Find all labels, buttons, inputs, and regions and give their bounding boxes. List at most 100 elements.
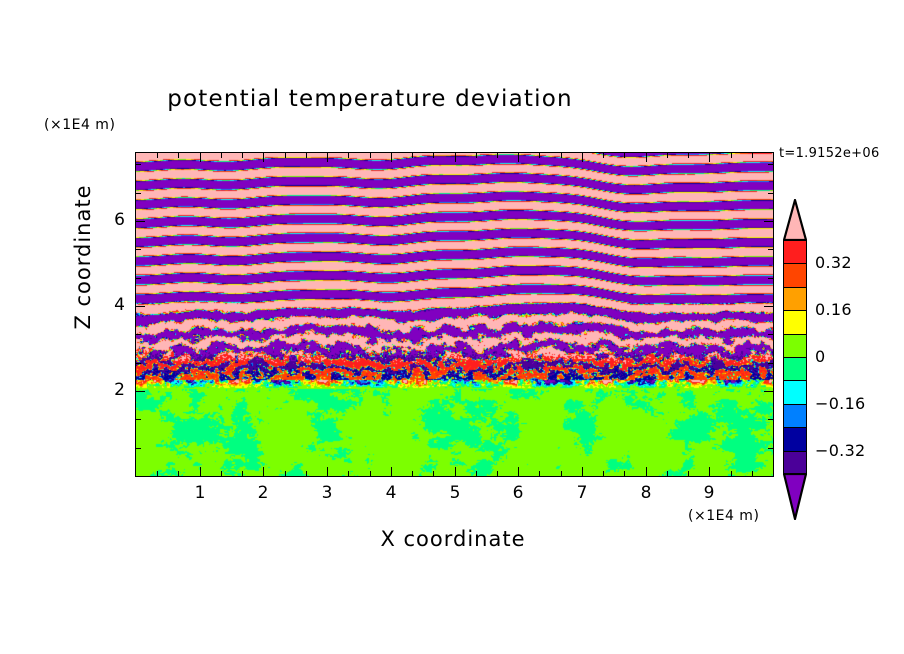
y-tick-major — [136, 221, 145, 222]
x-tick-minor — [433, 471, 434, 476]
x-tick-minor — [242, 471, 243, 476]
x-tick-minor — [178, 471, 179, 476]
y-tick-minor-right — [768, 363, 773, 364]
colorbar-band — [783, 263, 807, 288]
x-tick-minor — [539, 471, 540, 476]
colorbar-band — [783, 380, 807, 405]
x-tick-major — [582, 467, 583, 476]
y-tick-minor — [136, 193, 141, 194]
x-tick-major — [327, 467, 328, 476]
y-tick-major — [136, 391, 145, 392]
y-tick-label: 4 — [114, 295, 125, 315]
x-tick-major-top — [391, 153, 392, 162]
colorbar-tick-label: 0.16 — [815, 300, 852, 320]
colorbar-band — [783, 310, 807, 335]
y-tick-minor-right — [768, 193, 773, 194]
colorbar-band — [783, 427, 807, 452]
x-tick-minor — [603, 471, 604, 476]
x-tick-major-top — [200, 153, 201, 162]
scalar-field-image — [136, 153, 773, 476]
timestamp-annotation: t=1.9152e+06 — [779, 146, 880, 161]
colorbar-tick-label: 0.32 — [815, 253, 852, 273]
x-tick-minor — [476, 471, 477, 476]
x-tick-major — [646, 467, 647, 476]
x-tick-minor-top — [539, 153, 540, 158]
y-tick-minor — [136, 249, 141, 250]
x-tick-minor-top — [433, 153, 434, 158]
y-tick-minor — [136, 278, 141, 279]
x-axis-unit-label: (×1E4 m) — [688, 508, 760, 524]
x-tick-minor-top — [242, 153, 243, 158]
x-tick-minor-top — [731, 153, 732, 158]
x-tick-label: 8 — [640, 483, 652, 503]
z-axis-unit-label: (×1E4 m) — [44, 117, 116, 133]
contour-plot-area — [135, 152, 774, 477]
x-tick-minor — [306, 471, 307, 476]
colorbar-over-arrow — [782, 198, 808, 242]
x-tick-major — [709, 467, 710, 476]
x-tick-minor — [731, 471, 732, 476]
x-tick-minor-top — [178, 153, 179, 158]
colorbar-band — [783, 357, 807, 382]
y-tick-minor — [136, 334, 141, 335]
y-tick-minor-right — [768, 448, 773, 449]
x-tick-major-top — [263, 153, 264, 162]
y-tick-minor — [136, 448, 141, 449]
x-tick-minor-top — [306, 153, 307, 158]
y-tick-label: 6 — [114, 210, 125, 230]
y-tick-minor-right — [768, 249, 773, 250]
x-tick-label: 3 — [321, 483, 333, 503]
x-tick-major-top — [455, 153, 456, 162]
x-tick-major — [455, 467, 456, 476]
y-tick-minor — [136, 363, 141, 364]
x-tick-minor — [221, 471, 222, 476]
x-tick-minor-top — [157, 153, 158, 158]
x-tick-minor — [667, 471, 668, 476]
x-tick-minor-top — [285, 153, 286, 158]
x-tick-label: 1 — [194, 483, 206, 503]
x-tick-minor — [285, 471, 286, 476]
x-tick-major-top — [709, 153, 710, 162]
x-tick-label: 7 — [576, 483, 588, 503]
x-tick-label: 6 — [512, 483, 524, 503]
colorbar-band — [783, 286, 807, 312]
x-tick-minor-top — [688, 153, 689, 158]
y-tick-label: 2 — [114, 380, 125, 400]
y-tick-minor-right — [768, 278, 773, 279]
y-tick-minor — [136, 164, 141, 165]
x-tick-major — [263, 467, 264, 476]
x-tick-label: 5 — [449, 483, 461, 503]
x-tick-minor — [370, 471, 371, 476]
x-axis-title: X coordinate — [380, 527, 526, 551]
y-tick-major-right — [764, 221, 773, 222]
x-tick-major — [200, 467, 201, 476]
x-tick-minor-top — [412, 153, 413, 158]
x-tick-minor — [624, 471, 625, 476]
x-tick-minor-top — [603, 153, 604, 158]
x-tick-minor-top — [476, 153, 477, 158]
y-tick-major-right — [764, 306, 773, 307]
x-tick-minor-top — [561, 153, 562, 158]
x-tick-minor — [561, 471, 562, 476]
y-tick-minor — [136, 419, 141, 420]
x-tick-minor-top — [624, 153, 625, 158]
colorbar — [783, 240, 807, 475]
y-tick-minor-right — [768, 164, 773, 165]
x-tick-label: 9 — [703, 483, 715, 503]
colorbar-band — [783, 403, 807, 429]
x-tick-minor — [348, 471, 349, 476]
y-tick-major — [136, 306, 145, 307]
colorbar-tick-label: 0 — [815, 347, 826, 366]
x-tick-minor-top — [370, 153, 371, 158]
x-tick-minor — [412, 471, 413, 476]
x-tick-major-top — [646, 153, 647, 162]
x-tick-minor-top — [497, 153, 498, 158]
x-tick-minor — [688, 471, 689, 476]
colorbar-band — [783, 450, 807, 475]
colorbar-under-arrow — [782, 472, 808, 521]
x-tick-major-top — [518, 153, 519, 162]
x-tick-minor-top — [667, 153, 668, 158]
x-tick-minor — [752, 471, 753, 476]
x-tick-minor-top — [348, 153, 349, 158]
